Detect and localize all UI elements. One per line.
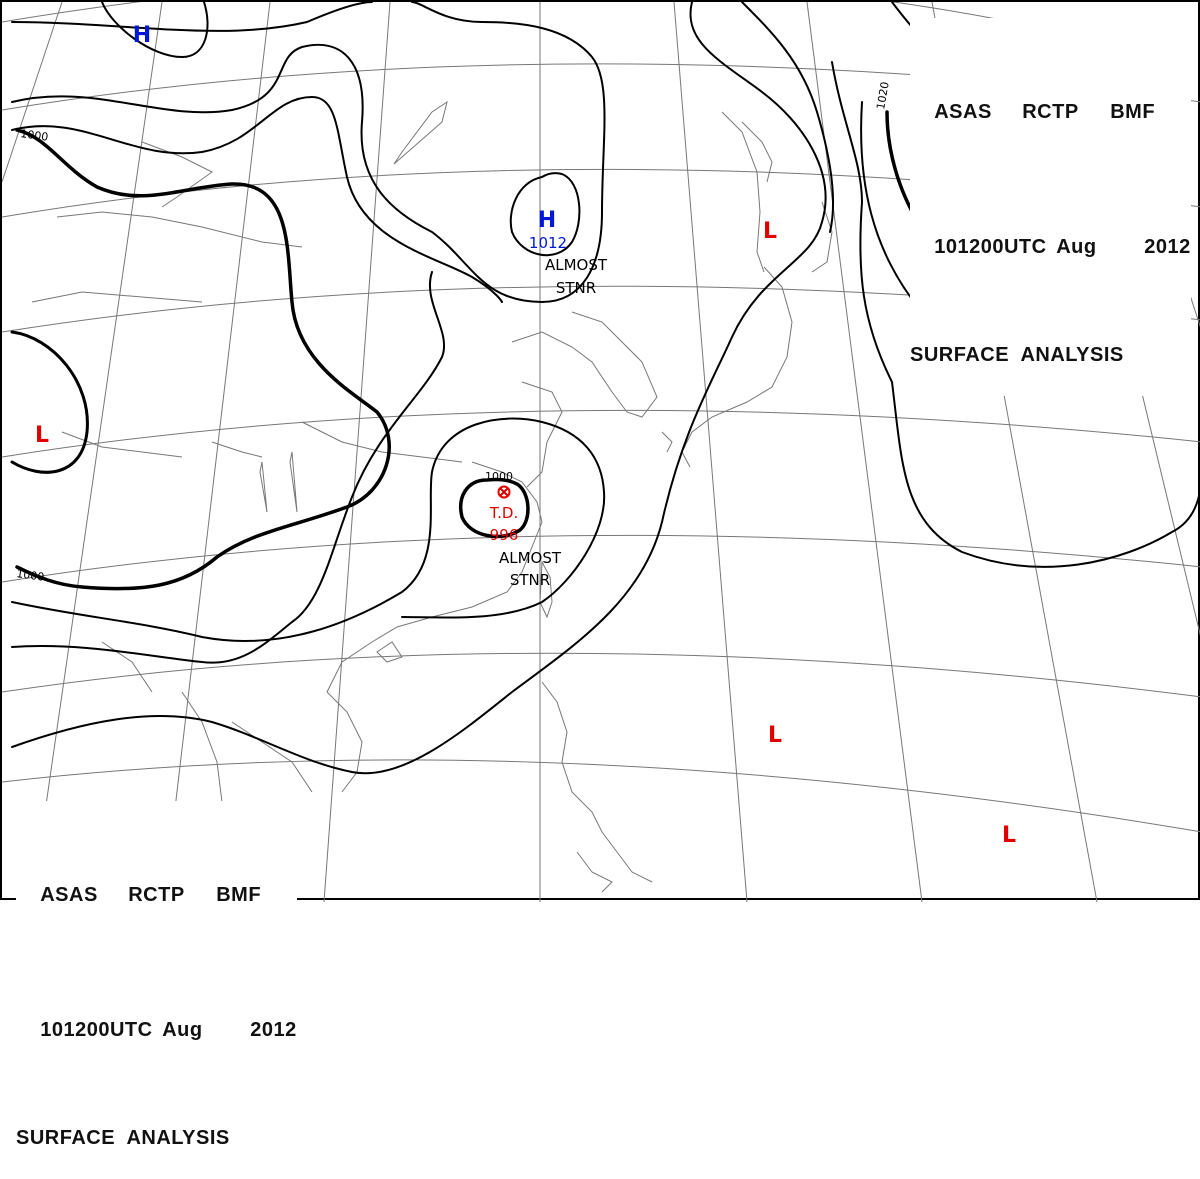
isobar-west-low [10, 330, 89, 474]
title-line-1: ASAS RCTP BMF [910, 72, 1191, 153]
mongolia-high-note-line1: ALMOST [545, 256, 608, 274]
title-product: ASAS [934, 101, 992, 123]
isobar-north-outer-2 [11, 2, 606, 303]
title-source: BMF [1110, 101, 1156, 123]
isobar-label-td-ring: 1000 [485, 470, 513, 483]
isobar-outer-east [11, 271, 445, 664]
isobar-middle-large [11, 417, 606, 642]
title-line-3: SURFACE ANALYSIS [16, 1127, 230, 1149]
td-center-marker [497, 485, 511, 499]
isobars [10, 2, 1200, 775]
td-note-line1: ALMOST [499, 549, 562, 567]
isobar-pacific-outer-2 [831, 61, 1200, 568]
isobar-1000-west-thick [15, 128, 391, 591]
td-label: T.D. [489, 504, 518, 522]
isobar-mongolia-high [509, 172, 581, 257]
coastlines [31, 100, 833, 893]
title-line-2: 101200UTC Aug 2012 [910, 207, 1191, 288]
isobar-nw-high [101, 2, 209, 58]
isobar-north-outer-3 [11, 96, 503, 303]
title-block-bottom: ASAS RCTP BMF 101200UTC Aug 2012 SURFACE ANA… [16, 801, 297, 1179]
title-year: 2012 [1144, 236, 1191, 258]
low-center-sakhalin: L [763, 219, 777, 244]
isobar-northeast [741, 2, 835, 233]
title-line-3: SURFACE ANALYSIS [910, 344, 1124, 366]
title-line-1: ASAS RCTP BMF [16, 855, 297, 936]
isobar-labels: 1000 1000 1000 1020 1020 [16, 81, 1056, 584]
title-time: 101200UTC [40, 1019, 153, 1041]
td-note-line2: STNR [510, 571, 550, 589]
title-product: ASAS [40, 884, 98, 906]
isobar-label-north-left: 1000 [20, 127, 50, 144]
title-line-2: 101200UTC Aug 2012 [16, 990, 297, 1071]
mongolia-high-pressure: 1012 [529, 234, 567, 252]
low-center-pacific-central: L [768, 723, 782, 748]
isobar-label-west-left: 1000 [16, 567, 46, 584]
low-center-west: L [35, 423, 49, 448]
isobar-td-1000 [459, 477, 530, 539]
isobar-southern-arc [11, 2, 827, 775]
title-month: Aug [1056, 236, 1097, 258]
high-center-northwest: H [133, 23, 151, 48]
title-time: 101200UTC [934, 236, 1047, 258]
title-year: 2012 [250, 1019, 297, 1041]
pressure-centers: H H H L L L L [35, 23, 1016, 848]
title-station: RCTP [1022, 101, 1079, 123]
title-station: RCTP [128, 884, 185, 906]
low-center-pacific-south: L [1002, 823, 1016, 848]
high-center-mongolia: H [538, 208, 556, 233]
mongolia-high-note-line2: STNR [556, 279, 596, 297]
title-block-top: ASAS RCTP BMF 101200UTC Aug 2012 SURFACE ANA… [910, 18, 1191, 396]
surface-analysis-map: 1000 1000 1000 1020 1020 H H H L L L L 1… [0, 0, 1200, 1149]
system-annotations: 1012 ALMOST STNR T.D. 996 ALMOST STNR [489, 234, 608, 589]
isobar-north-outer-1 [11, 2, 373, 32]
title-month: Aug [162, 1019, 203, 1041]
isobar-label-east-ring-a: 1020 [874, 81, 892, 111]
map-canvas: 1000 1000 1000 1020 1020 H H H L L L L 1… [2, 2, 1200, 902]
title-source: BMF [216, 884, 262, 906]
td-pressure: 996 [490, 526, 519, 544]
